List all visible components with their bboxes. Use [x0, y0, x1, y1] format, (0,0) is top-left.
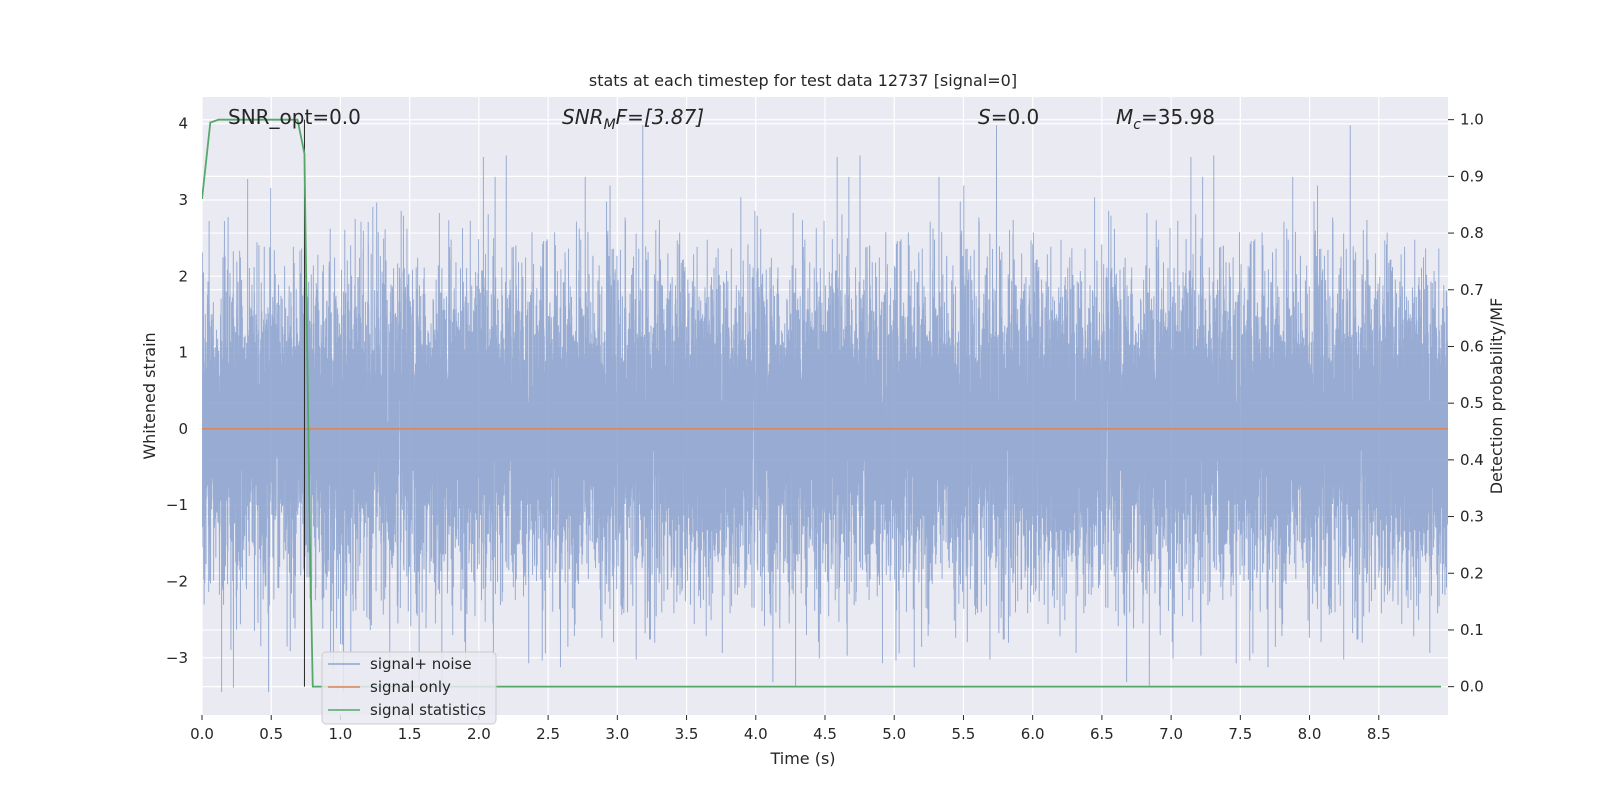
annotation-s-stat-rest: =0.0 [991, 105, 1040, 129]
series-signal-noise [202, 125, 1448, 693]
y2-tick-label-4: 0.4 [1460, 451, 1484, 469]
x-tick-label-5: 2.5 [536, 725, 560, 743]
x-tick-label-14: 7.0 [1159, 725, 1183, 743]
legend-label-signal-only: signal only [370, 678, 451, 696]
x-tick-label-6: 3.0 [605, 725, 629, 743]
annotation-snr-mf-sub: M [604, 117, 616, 133]
x-tick-label-13: 6.5 [1090, 725, 1114, 743]
annotation-mc-base: M [1116, 105, 1133, 129]
y-tick-label-0: −3 [166, 649, 188, 667]
y2-tick-label-5: 0.5 [1460, 394, 1484, 412]
x-tick-label-0: 0.0 [190, 725, 214, 743]
x-tick-label-7: 3.5 [675, 725, 699, 743]
y2-tick-label-6: 0.6 [1460, 337, 1484, 355]
legend-label-signal-statistics: signal statistics [370, 701, 486, 719]
x-tick-label-15: 7.5 [1228, 725, 1252, 743]
legend-label-signal-noise: signal+ noise [370, 655, 472, 673]
x-tick-label-12: 6.0 [1021, 725, 1045, 743]
annotation-mc: Mc=35.98 [1116, 105, 1215, 133]
y2-tick-label-0: 0.0 [1460, 678, 1484, 696]
chart-title: stats at each timestep for test data 127… [589, 71, 1017, 90]
x-tick-label-4: 2.0 [467, 725, 491, 743]
y2-tick-label-1: 0.1 [1460, 621, 1484, 639]
x-tick-label-1: 0.5 [259, 725, 283, 743]
x-tick-label-16: 8.0 [1298, 725, 1322, 743]
annotation-snr-mf-rest: F=[3.87] [616, 105, 704, 129]
y-tick-label-3: 0 [178, 420, 188, 438]
annotation-snr-opt: SNR_opt=0.0 [228, 105, 361, 129]
x-tick-label-9: 4.5 [813, 725, 837, 743]
y2-tick-label-8: 0.8 [1460, 224, 1484, 242]
x-axis-label: Time (s) [769, 749, 835, 768]
y-tick-label-5: 2 [178, 267, 188, 285]
y-tick-label-6: 3 [178, 191, 188, 209]
x-axis: 0.0 0.5 1.0 1.5 2.0 2.5 3.0 3.5 4.0 4.5 5.0 5.5 6.0 6… [190, 715, 1391, 743]
y-tick-label-4: 1 [178, 344, 188, 362]
y-axis-label: Whitened strain [140, 332, 159, 459]
y2-tick-label-10: 1.0 [1460, 111, 1484, 129]
annotation-snr-mf-base: SNR [562, 105, 604, 129]
y2-tick-label-2: 0.2 [1460, 564, 1484, 582]
annotation-mc-rest: =35.98 [1141, 105, 1215, 129]
y-tick-label-1: −2 [166, 572, 188, 590]
x-tick-label-17: 8.5 [1367, 725, 1391, 743]
annotation-s-stat: S=0.0 [978, 105, 1039, 129]
annotation-s-stat-base: S [978, 105, 991, 129]
x-tick-label-3: 1.5 [398, 725, 422, 743]
annotation-snr-mf: SNRMF=[3.87] [562, 105, 704, 133]
y-tick-label-2: −1 [166, 496, 188, 514]
x-tick-label-8: 4.0 [744, 725, 768, 743]
y2-tick-label-9: 0.9 [1460, 167, 1484, 185]
x-tick-label-10: 5.0 [882, 725, 906, 743]
y2-tick-label-7: 0.7 [1460, 281, 1484, 299]
y2-axis-label: Detection probability/MF [1487, 298, 1506, 495]
x-tick-label-11: 5.5 [952, 725, 976, 743]
y-tick-label-7: 4 [178, 115, 188, 133]
series-signal-statistics [202, 118, 1442, 688]
legend: signal+ noise signal only signal statist… [321, 651, 497, 725]
x-tick-label-2: 1.0 [329, 725, 353, 743]
y2-tick-label-3: 0.3 [1460, 508, 1484, 526]
y-axis: −3 −2 −1 0 1 2 3 4 [166, 115, 188, 667]
y2-axis: 0.0 0.1 0.2 0.3 0.4 0.5 0.6 0.7 0.8 0.9 1.0 [1448, 111, 1484, 696]
annotation-mc-sub: c [1133, 117, 1141, 133]
